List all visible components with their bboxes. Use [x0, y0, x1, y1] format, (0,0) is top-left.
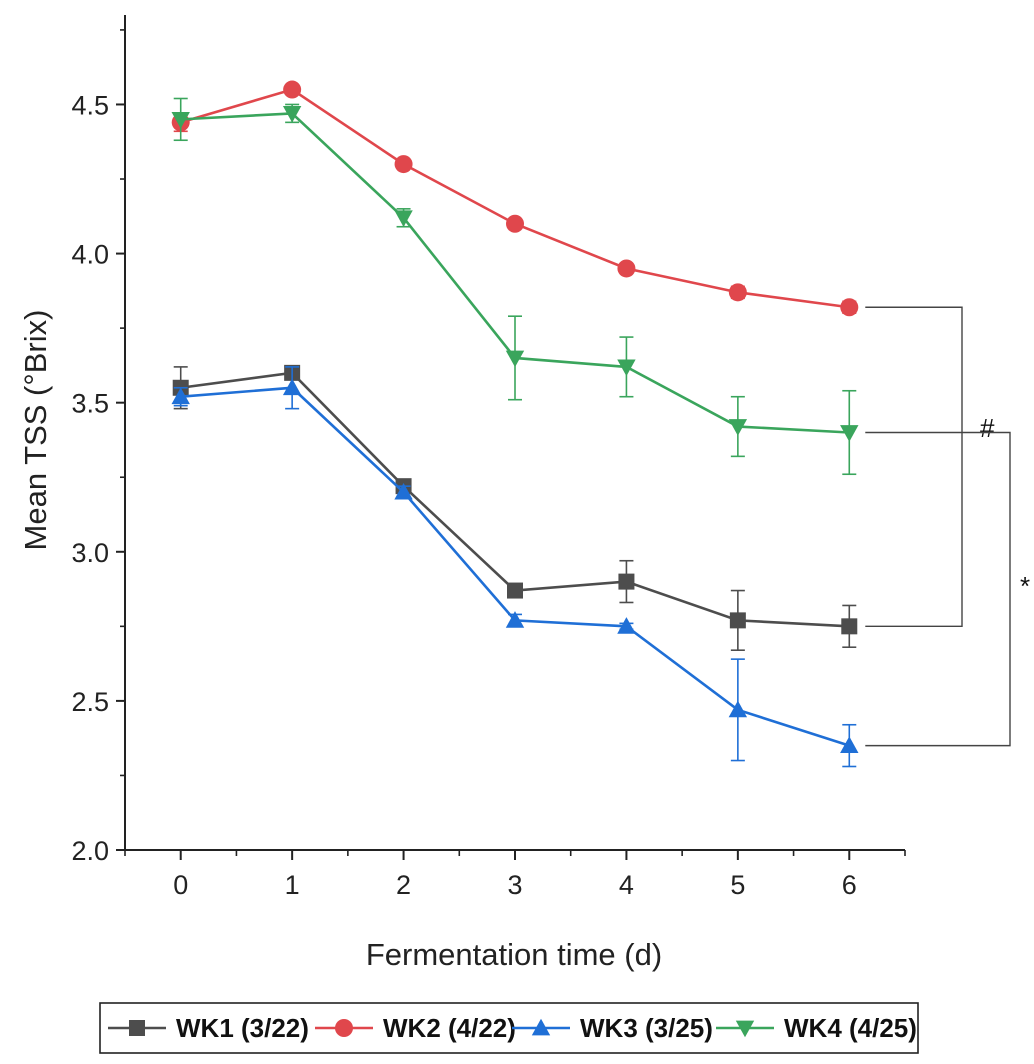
axes: 2.0 2.5 3.0 3.5 4.0 4.5 0 1 2 3 4 5 6: [71, 15, 906, 900]
legend-entry: WK1 (3/22): [108, 1013, 309, 1043]
x-tick-label: 5: [730, 870, 745, 900]
significance-bracket: [865, 431, 1011, 747]
x-tick-label: 2: [396, 870, 411, 900]
x-tick-label: 0: [173, 870, 188, 900]
legend-entry: WK4 (4/25): [716, 1013, 917, 1043]
series-line: [180, 386, 850, 747]
data-point: [840, 425, 859, 442]
x-tick-label: 6: [842, 870, 857, 900]
y-tick-label: 3.0: [71, 538, 109, 568]
data-point: [505, 611, 525, 628]
data-point: [171, 112, 190, 129]
data-point: [728, 419, 748, 436]
significance-annotations: #*: [865, 306, 1030, 747]
x-tick-label: 1: [285, 870, 300, 900]
data-point: [728, 700, 748, 718]
series-1: [172, 364, 858, 651]
series-layer: [171, 80, 859, 768]
data-point: [729, 612, 746, 629]
data-point: [283, 80, 302, 99]
data-point: [507, 582, 523, 599]
y-tick-label: 4.5: [71, 90, 109, 120]
legend-entry: WK2 (4/22): [315, 1013, 516, 1043]
significance-label: *: [1020, 571, 1030, 601]
data-point: [282, 106, 302, 123]
series-2: [171, 80, 859, 317]
series-line: [180, 88, 850, 309]
data-point: [394, 155, 413, 174]
data-point: [282, 378, 302, 396]
data-point: [617, 359, 636, 377]
legend-label: WK1 (3/22): [176, 1013, 309, 1043]
significance-label: #: [980, 413, 995, 443]
data-point: [617, 259, 636, 278]
data-point: [394, 210, 413, 227]
y-tick-label: 2.5: [71, 687, 109, 717]
data-point: [618, 573, 635, 590]
data-point: [841, 618, 858, 635]
legend-marker: [531, 1018, 551, 1036]
significance-bracket: [865, 306, 963, 628]
series-3: [171, 366, 859, 768]
x-axis-title: Fermentation time (d): [366, 937, 662, 972]
legend-box: [99, 1002, 919, 1054]
legend-label: WK2 (4/22): [383, 1013, 516, 1043]
y-tick-label: 3.5: [71, 389, 109, 419]
x-tick-label: 4: [619, 870, 634, 900]
data-point: [728, 283, 747, 302]
data-point: [505, 350, 525, 368]
x-tick-label: 3: [507, 870, 522, 900]
y-axis-title: Mean TSS (°Brix): [18, 310, 53, 551]
legend: WK1 (3/22) WK2 (4/22) WK3 (3/25) WK4 (4/25): [99, 1002, 919, 1054]
y-tick-label: 4.0: [71, 240, 109, 270]
legend-entry: WK3 (3/25): [512, 1013, 713, 1043]
legend-marker: [129, 1020, 145, 1036]
legend-marker: [335, 1019, 353, 1037]
legend-marker: [735, 1020, 755, 1038]
data-point: [506, 214, 524, 233]
data-point: [840, 736, 859, 753]
data-point: [171, 387, 190, 405]
series-4: [171, 97, 859, 476]
data-point: [840, 298, 859, 317]
y-tick-label: 2.0: [71, 836, 109, 866]
data-point: [617, 617, 636, 634]
data-point: [394, 482, 413, 500]
legend-label: WK3 (3/25): [580, 1013, 713, 1043]
legend-label: WK4 (4/25): [784, 1013, 917, 1043]
